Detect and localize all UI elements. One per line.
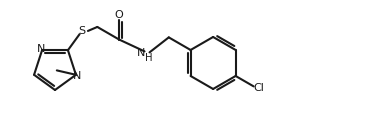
Text: N: N	[37, 44, 45, 54]
Text: S: S	[78, 26, 86, 36]
Text: N: N	[73, 71, 81, 81]
Text: O: O	[115, 10, 124, 20]
Text: N: N	[137, 48, 146, 58]
Text: Cl: Cl	[253, 83, 264, 93]
Text: H: H	[145, 53, 152, 63]
